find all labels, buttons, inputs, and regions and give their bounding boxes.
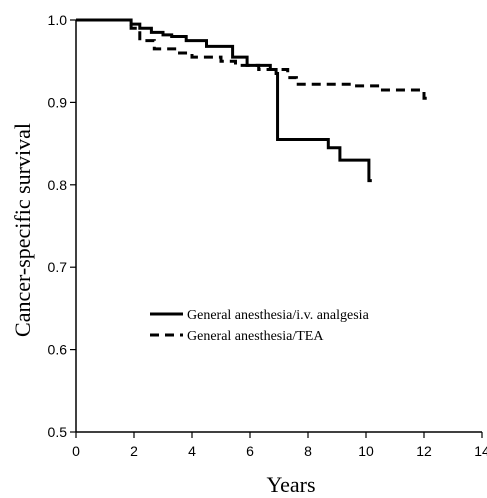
x-tick-label: 0 bbox=[72, 443, 80, 459]
x-tick-label: 14 bbox=[474, 443, 487, 459]
x-axis-title: Years bbox=[266, 472, 315, 497]
y-tick-label: 0.8 bbox=[48, 177, 68, 193]
y-tick-label: 0.5 bbox=[48, 424, 68, 440]
series-line-2 bbox=[76, 18, 427, 100]
y-tick-label: 0.9 bbox=[48, 94, 68, 110]
x-tick-label: 2 bbox=[130, 443, 138, 459]
x-tick-label: 8 bbox=[304, 443, 312, 459]
legend: General anesthesia/i.v. analgesia General… bbox=[150, 308, 370, 344]
y-tick-label: 0.6 bbox=[48, 342, 68, 358]
x-axis-ticks: 0 2 4 6 8 10 12 14 bbox=[72, 432, 487, 459]
legend-label-2: General anesthesia/TEA bbox=[187, 329, 324, 344]
y-tick-label: 0.7 bbox=[48, 259, 68, 275]
series-layer bbox=[76, 18, 427, 183]
y-tick-label: 1.0 bbox=[48, 12, 68, 28]
series-line-1 bbox=[76, 18, 372, 183]
x-tick-label: 12 bbox=[416, 443, 432, 459]
x-tick-label: 6 bbox=[246, 443, 254, 459]
y-axis-ticks: 0.5 0.6 0.7 0.8 0.9 1.0 bbox=[48, 12, 76, 440]
x-tick-label: 4 bbox=[188, 443, 196, 459]
chart-axes bbox=[75, 20, 482, 433]
x-tick-label: 10 bbox=[358, 443, 374, 459]
legend-label-1: General anesthesia/i.v. analgesia bbox=[187, 308, 370, 323]
y-axis-title: Cancer-specific survival bbox=[10, 123, 35, 337]
